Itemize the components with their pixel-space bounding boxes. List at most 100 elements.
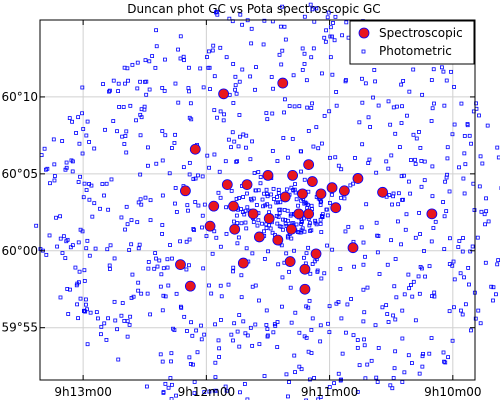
photometric-point	[257, 171, 260, 174]
photometric-point	[76, 303, 79, 306]
photometric-point	[128, 323, 131, 326]
photometric-point	[414, 236, 417, 239]
photometric-point	[107, 90, 110, 93]
photometric-point	[467, 283, 470, 286]
photometric-point	[251, 140, 254, 143]
photometric-point	[114, 319, 117, 322]
photometric-point	[167, 386, 170, 389]
photometric-point	[414, 162, 417, 165]
photometric-point	[428, 265, 431, 268]
photometric-point	[280, 305, 283, 308]
photometric-point	[122, 106, 125, 109]
photometric-point	[417, 275, 420, 278]
photometric-point	[392, 314, 395, 317]
spectroscopic-point	[248, 209, 258, 219]
photometric-point	[125, 151, 128, 154]
photometric-point	[283, 111, 286, 114]
photometric-point	[310, 56, 313, 59]
photometric-point	[367, 116, 370, 119]
photometric-point	[170, 383, 173, 386]
photometric-point	[377, 104, 380, 107]
photometric-point	[376, 381, 379, 384]
y-tick-label: 60°00	[1, 244, 38, 258]
spectroscopic-point	[339, 186, 349, 196]
photometric-point	[332, 21, 335, 24]
photometric-point	[377, 346, 380, 349]
spectroscopic-point	[219, 89, 229, 99]
spectroscopic-point	[348, 243, 358, 253]
photometric-point	[326, 244, 329, 247]
photometric-point	[137, 247, 140, 250]
photometric-point	[79, 175, 82, 178]
photometric-point	[346, 303, 349, 306]
photometric-point	[307, 246, 310, 249]
photometric-point	[189, 102, 192, 105]
photometric-point	[217, 191, 220, 194]
photometric-point	[272, 331, 275, 334]
photometric-point	[269, 227, 272, 230]
photometric-point	[344, 331, 347, 334]
photometric-point	[284, 38, 287, 41]
photometric-point	[251, 344, 254, 347]
photometric-point	[457, 246, 460, 249]
photometric-point	[107, 317, 110, 320]
photometric-point	[138, 243, 141, 246]
photometric-point	[356, 346, 359, 349]
photometric-point	[254, 66, 257, 69]
photometric-point	[280, 63, 283, 66]
photometric-point	[78, 270, 81, 273]
photometric-point	[170, 352, 173, 355]
photometric-point	[166, 258, 169, 261]
photometric-point	[477, 114, 480, 117]
photometric-point	[147, 260, 150, 263]
photometric-point	[126, 320, 129, 323]
photometric-point	[200, 338, 203, 341]
photometric-point	[448, 237, 451, 240]
photometric-point	[410, 283, 413, 286]
photometric-point	[423, 160, 426, 163]
spectroscopic-point	[222, 180, 232, 190]
photometric-point	[286, 209, 289, 212]
photometric-point	[486, 124, 489, 127]
photometric-point	[131, 63, 134, 66]
photometric-point	[136, 61, 139, 64]
photometric-point	[93, 147, 96, 150]
photometric-point	[403, 293, 406, 296]
photometric-point	[124, 135, 127, 138]
photometric-point	[104, 128, 107, 131]
photometric-point	[360, 226, 363, 229]
photometric-point	[243, 382, 246, 385]
photometric-point	[179, 35, 182, 38]
photometric-point	[166, 266, 169, 269]
photometric-point	[391, 203, 394, 206]
photometric-point	[105, 182, 108, 185]
photometric-point	[285, 188, 288, 191]
photometric-point	[333, 39, 336, 42]
photometric-point	[375, 221, 378, 224]
photometric-point	[277, 192, 280, 195]
photometric-point	[307, 129, 310, 132]
photometric-point	[479, 322, 482, 325]
photometric-point	[392, 376, 395, 379]
photometric-point	[419, 233, 422, 236]
photometric-point	[409, 192, 412, 195]
photometric-point	[164, 134, 167, 137]
photometric-point	[241, 68, 244, 71]
photometric-point	[418, 292, 421, 295]
photometric-point	[71, 170, 74, 173]
photometric-point	[109, 244, 112, 247]
photometric-point	[323, 36, 326, 39]
photometric-point	[389, 123, 392, 126]
photometric-point	[385, 160, 388, 163]
photometric-point	[53, 179, 56, 182]
photometric-point	[283, 98, 286, 101]
photometric-point	[262, 230, 265, 233]
photometric-point	[467, 266, 470, 269]
photometric-point	[187, 264, 190, 267]
photometric-point	[231, 339, 234, 342]
photometric-point	[291, 137, 294, 140]
x-axis-ticks: 9h13m00 9h12m00 9h11m00 9h10m00	[54, 20, 481, 399]
photometric-point	[320, 142, 323, 145]
photometric-point	[393, 367, 396, 370]
